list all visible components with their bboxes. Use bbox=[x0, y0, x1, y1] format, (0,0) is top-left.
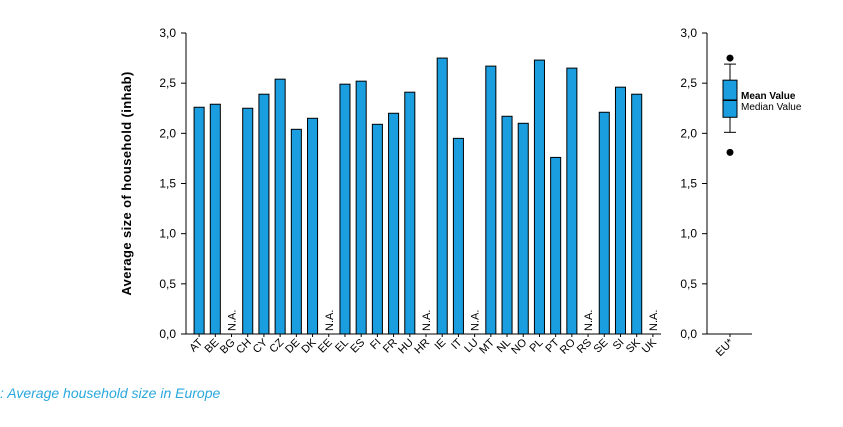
bar bbox=[371, 123, 383, 335]
x-tick-label: IE bbox=[432, 337, 448, 353]
y-tick-label: 2,0 bbox=[680, 126, 697, 140]
bar bbox=[388, 112, 400, 335]
bar bbox=[339, 83, 351, 335]
y-axis-title: Average size of household (inhab) bbox=[119, 71, 134, 295]
bar bbox=[242, 107, 254, 335]
bar bbox=[598, 111, 610, 335]
bar bbox=[501, 115, 513, 335]
x-tick-label: SI bbox=[611, 337, 627, 353]
y-tick-label: 2,5 bbox=[680, 76, 697, 90]
y-tick-label: 3,0 bbox=[680, 26, 697, 40]
bar bbox=[631, 93, 643, 335]
bar bbox=[404, 91, 416, 335]
y-tick-label: 1,0 bbox=[159, 227, 176, 241]
y-tick-label: 0,0 bbox=[159, 327, 176, 341]
x-tick-label: ES bbox=[348, 337, 367, 356]
x-tick-label: UK bbox=[640, 336, 660, 356]
missing-data-label: N.A. bbox=[470, 310, 482, 331]
x-tick-label: AT bbox=[187, 336, 205, 354]
y-tick-label: 0,5 bbox=[680, 277, 697, 291]
x-tick-label: HR bbox=[412, 337, 432, 357]
y-tick-label: 1,5 bbox=[159, 177, 176, 191]
bar bbox=[550, 156, 562, 335]
missing-data-label: N.A. bbox=[583, 310, 595, 331]
y-tick-label: 1,0 bbox=[680, 227, 697, 241]
bar bbox=[290, 128, 302, 335]
bar bbox=[517, 122, 529, 335]
missing-data-label: N.A. bbox=[421, 310, 433, 331]
y-tick-label: 3,0 bbox=[159, 26, 176, 40]
x-tick-label: EU* bbox=[714, 336, 737, 359]
bar bbox=[307, 117, 319, 335]
y-tick-label: 0,0 bbox=[680, 327, 697, 341]
x-tick-label: SE bbox=[592, 337, 611, 356]
legend-mean-label: Mean Value bbox=[741, 91, 796, 102]
bar bbox=[209, 103, 221, 335]
outlier-point bbox=[726, 54, 734, 62]
bar bbox=[485, 65, 497, 335]
bar bbox=[193, 106, 205, 335]
bar bbox=[355, 80, 367, 335]
y-tick-label: 1,5 bbox=[680, 177, 697, 191]
outlier-point bbox=[726, 148, 734, 156]
bar bbox=[274, 78, 286, 335]
missing-data-label: N.A. bbox=[324, 310, 336, 331]
x-tick-label: IT bbox=[449, 336, 465, 352]
legend-median-label: Median Value bbox=[741, 102, 802, 113]
figure-caption: : Average household size in Europe bbox=[0, 385, 221, 401]
y-tick-label: 0,5 bbox=[159, 277, 176, 291]
bar bbox=[533, 59, 545, 335]
x-tick-label: PL bbox=[528, 337, 546, 355]
bar bbox=[258, 93, 270, 335]
bar-chart-households: 0,0 0,5 1,0 1,5 2,0 2,5 3,0 Average size of hou… bbox=[119, 26, 661, 357]
bar bbox=[566, 67, 578, 335]
x-tick-label: EL bbox=[333, 337, 351, 355]
bar bbox=[452, 137, 464, 335]
missing-data-label: N.A. bbox=[227, 310, 239, 331]
x-tick-label: FI bbox=[368, 337, 383, 352]
bar bbox=[436, 57, 448, 335]
y-tick-label: 2,0 bbox=[159, 126, 176, 140]
bar bbox=[614, 86, 627, 335]
missing-data-label: N.A. bbox=[648, 310, 660, 331]
iqr-box bbox=[722, 79, 738, 118]
eu-boxplot-panel: 0,0 0,5 1,0 1,5 2,0 2,5 3,0 EU* Mean ValueMedian… bbox=[680, 26, 802, 359]
y-tick-label: 2,5 bbox=[159, 76, 176, 90]
